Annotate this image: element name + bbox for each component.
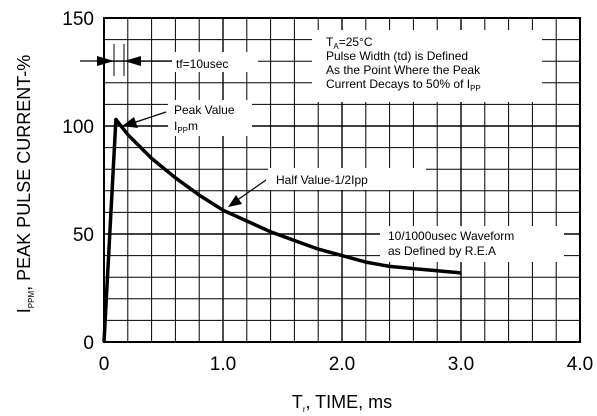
ippm-label: IPPm (174, 119, 198, 135)
pulse-width-line-2: As the Point Where the Peak (326, 63, 481, 77)
peak-arrow-icon (122, 117, 138, 128)
x-axis-title: Tr, TIME, ms (292, 392, 392, 414)
tf-arrow-left-icon (97, 56, 114, 66)
x-tick-label: 0 (99, 354, 110, 375)
x-tick-label: 4.0 (567, 354, 593, 375)
plot-area-frame (103, 17, 581, 343)
waveform-curve (102, 117, 462, 343)
x-tick-label: 3.0 (448, 354, 474, 375)
tf-label: tf=10usec (176, 57, 228, 71)
y-tick-label: 150 (62, 9, 94, 30)
tick-labels: 0 1.0 2.0 3.0 4.0 0 50 100 150 (62, 9, 593, 375)
half-value-label: Half Value-1/2Ipp (276, 173, 368, 187)
pulse-width-line-3: Current Decays to 50% of IPP (326, 77, 481, 93)
half-value-label-box (268, 168, 426, 190)
peak-value-label: Peak Value (174, 103, 235, 117)
y-tick-label: 50 (73, 225, 94, 246)
tf-label-box (172, 52, 258, 72)
tf-arrow-right-icon (124, 56, 141, 66)
y-axis-title: IPPM, PEAK PULSE CURRENT-% (14, 55, 36, 313)
y-tick-label: 100 (62, 117, 94, 138)
half-value-arrow-line (235, 179, 267, 202)
x-tick-label: 1.0 (210, 354, 236, 375)
half-value-arrow-icon (228, 195, 242, 207)
waveform-label-line-2: as Defined by R.E.A (388, 244, 496, 258)
pulse-width-line-1: Pulse Width (td) is Defined (326, 49, 468, 63)
waveform-label-box (380, 226, 564, 262)
waveform-label-line-1: 10/1000usec Waveform (388, 229, 514, 243)
ta-label: TA=25°C (326, 35, 373, 51)
peak-label-box (168, 100, 252, 136)
peak-arrow-line (129, 111, 167, 125)
y-tick-label: 0 (83, 333, 94, 354)
x-tick-label: 2.0 (329, 354, 355, 375)
info-box (312, 30, 542, 102)
